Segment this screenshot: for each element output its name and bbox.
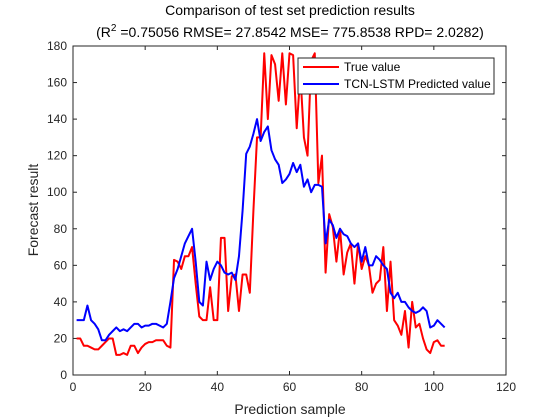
x-axis-label: Prediction sample [234, 401, 345, 417]
y-tick-label: 0 [60, 368, 67, 382]
x-tick-label: 0 [70, 380, 77, 394]
chart-title: Comparison of test set prediction result… [165, 2, 415, 18]
legend-label-true-value: True value [344, 60, 401, 74]
chart-subtitle: (R2 =0.75056 RMSE= 27.8542 MSE= 775.8538… [96, 23, 484, 40]
x-tick-label: 100 [424, 380, 444, 394]
subtitle-prefix: (R [96, 24, 111, 40]
y-tick-label: 120 [47, 149, 67, 163]
axis-ticks: 0 20 40 60 80 100 120 0 20 40 60 80 100 120 140 160 180 [47, 39, 516, 394]
y-axis-label: Forecast result [25, 164, 41, 257]
x-tick-label: 60 [283, 380, 297, 394]
subtitle-rest: =0.75056 RMSE= 27.8542 MSE= 775.8538 RPD… [116, 24, 483, 40]
y-tick-label: 60 [54, 258, 68, 272]
y-tick-label: 140 [47, 112, 67, 126]
x-tick-label: 20 [138, 380, 152, 394]
subtitle-superscript: 2 [111, 23, 117, 34]
y-tick-label: 180 [47, 39, 67, 53]
series-layer [76, 52, 446, 356]
y-tick-label: 80 [54, 222, 68, 236]
y-tick-label: 20 [54, 331, 68, 345]
plot-area [72, 45, 507, 376]
legend: True value TCN-LSTM Predicted value [297, 57, 495, 95]
series-line-predicted-value [76, 118, 446, 342]
x-tick-label: 120 [496, 380, 516, 394]
y-tick-label: 40 [54, 295, 68, 309]
y-tick-label: 100 [47, 185, 67, 199]
legend-label-predicted-value: TCN-LSTM Predicted value [344, 77, 491, 91]
x-tick-label: 40 [211, 380, 225, 394]
legend-box [297, 57, 495, 95]
x-tick-label: 80 [355, 380, 369, 394]
y-tick-label: 160 [47, 76, 67, 90]
